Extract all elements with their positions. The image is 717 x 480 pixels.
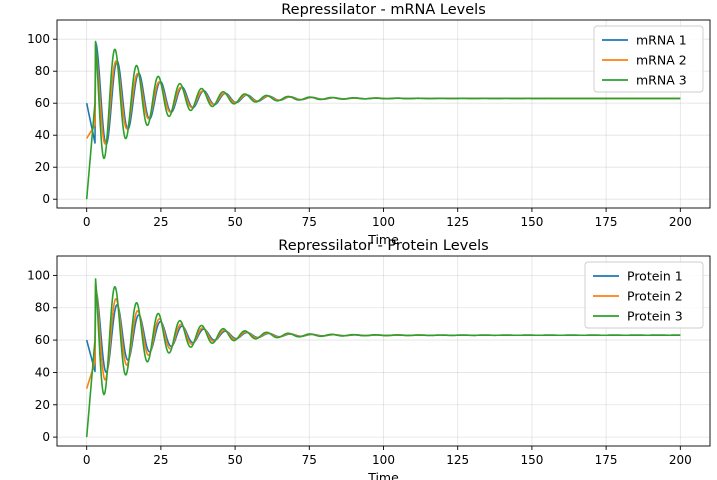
y-tick-label: 80 xyxy=(35,301,50,315)
y-tick-label: 40 xyxy=(35,128,50,142)
legend-entry: Protein 2 xyxy=(627,289,683,304)
x-axis-label: Time xyxy=(367,232,399,247)
subplot-1: 0 25 50 75 100 125 150 175 200 0 20 40 60 80 100 Time Re… xyxy=(27,2,711,247)
x-tick-label: 100 xyxy=(372,215,395,229)
y-tick-label: 80 xyxy=(35,64,50,78)
x-tick-label: 150 xyxy=(520,453,543,467)
x-tick-label: 25 xyxy=(153,453,168,467)
chart-title: Repressilator - mRNA Levels xyxy=(281,2,486,18)
y-tick-label: 0 xyxy=(42,430,50,444)
x-tick-label: 175 xyxy=(595,215,618,229)
x-tick-label: 150 xyxy=(520,215,543,229)
series-line-3 xyxy=(85,40,681,200)
legend: Protein 1 Protein 2 Protein 3 xyxy=(584,261,704,329)
legend-entry: mRNA 1 xyxy=(636,33,687,48)
x-tick-label: 125 xyxy=(446,215,469,229)
x-tick-label: 75 xyxy=(302,215,317,229)
x-tick-label: 100 xyxy=(372,453,395,467)
legend-entry: Protein 3 xyxy=(627,309,683,324)
x-tick-label: 125 xyxy=(446,453,469,467)
x-tick-label: 200 xyxy=(669,215,692,229)
y-tick-label: 60 xyxy=(35,96,50,110)
y-tick-label: 40 xyxy=(35,365,50,379)
x-tick-label: 25 xyxy=(153,215,168,229)
legend-entry: mRNA 2 xyxy=(636,53,687,68)
legend-entry: Protein 1 xyxy=(627,269,683,284)
y-tick-label: 60 xyxy=(35,333,50,347)
legend-box xyxy=(593,25,704,93)
x-tick-label: 75 xyxy=(302,453,317,467)
chart-title: Repressilator - Protein Levels xyxy=(278,238,488,254)
y-tick-label: 20 xyxy=(35,160,50,174)
series-line-3 xyxy=(85,278,681,438)
y-tick-label: 20 xyxy=(35,398,50,412)
x-tick-label: 50 xyxy=(227,453,242,467)
y-tick-label: 100 xyxy=(27,32,50,46)
legend-box xyxy=(584,261,704,329)
y-tick-label: 0 xyxy=(42,192,50,206)
legend-entry: mRNA 3 xyxy=(636,73,687,88)
x-tick-label: 0 xyxy=(83,215,91,229)
y-tick-label: 100 xyxy=(27,268,50,282)
x-axis-label: Time xyxy=(367,470,399,480)
x-tick-label: 200 xyxy=(669,453,692,467)
x-tick-label: 175 xyxy=(595,453,618,467)
x-tick-label: 50 xyxy=(227,215,242,229)
legend: mRNA 1 mRNA 2 mRNA 3 xyxy=(593,25,704,93)
subplot-2: 0 25 50 75 100 125 150 175 200 0 20 40 60 80 100 Time Re… xyxy=(27,238,711,480)
x-tick-label: 0 xyxy=(83,453,91,467)
